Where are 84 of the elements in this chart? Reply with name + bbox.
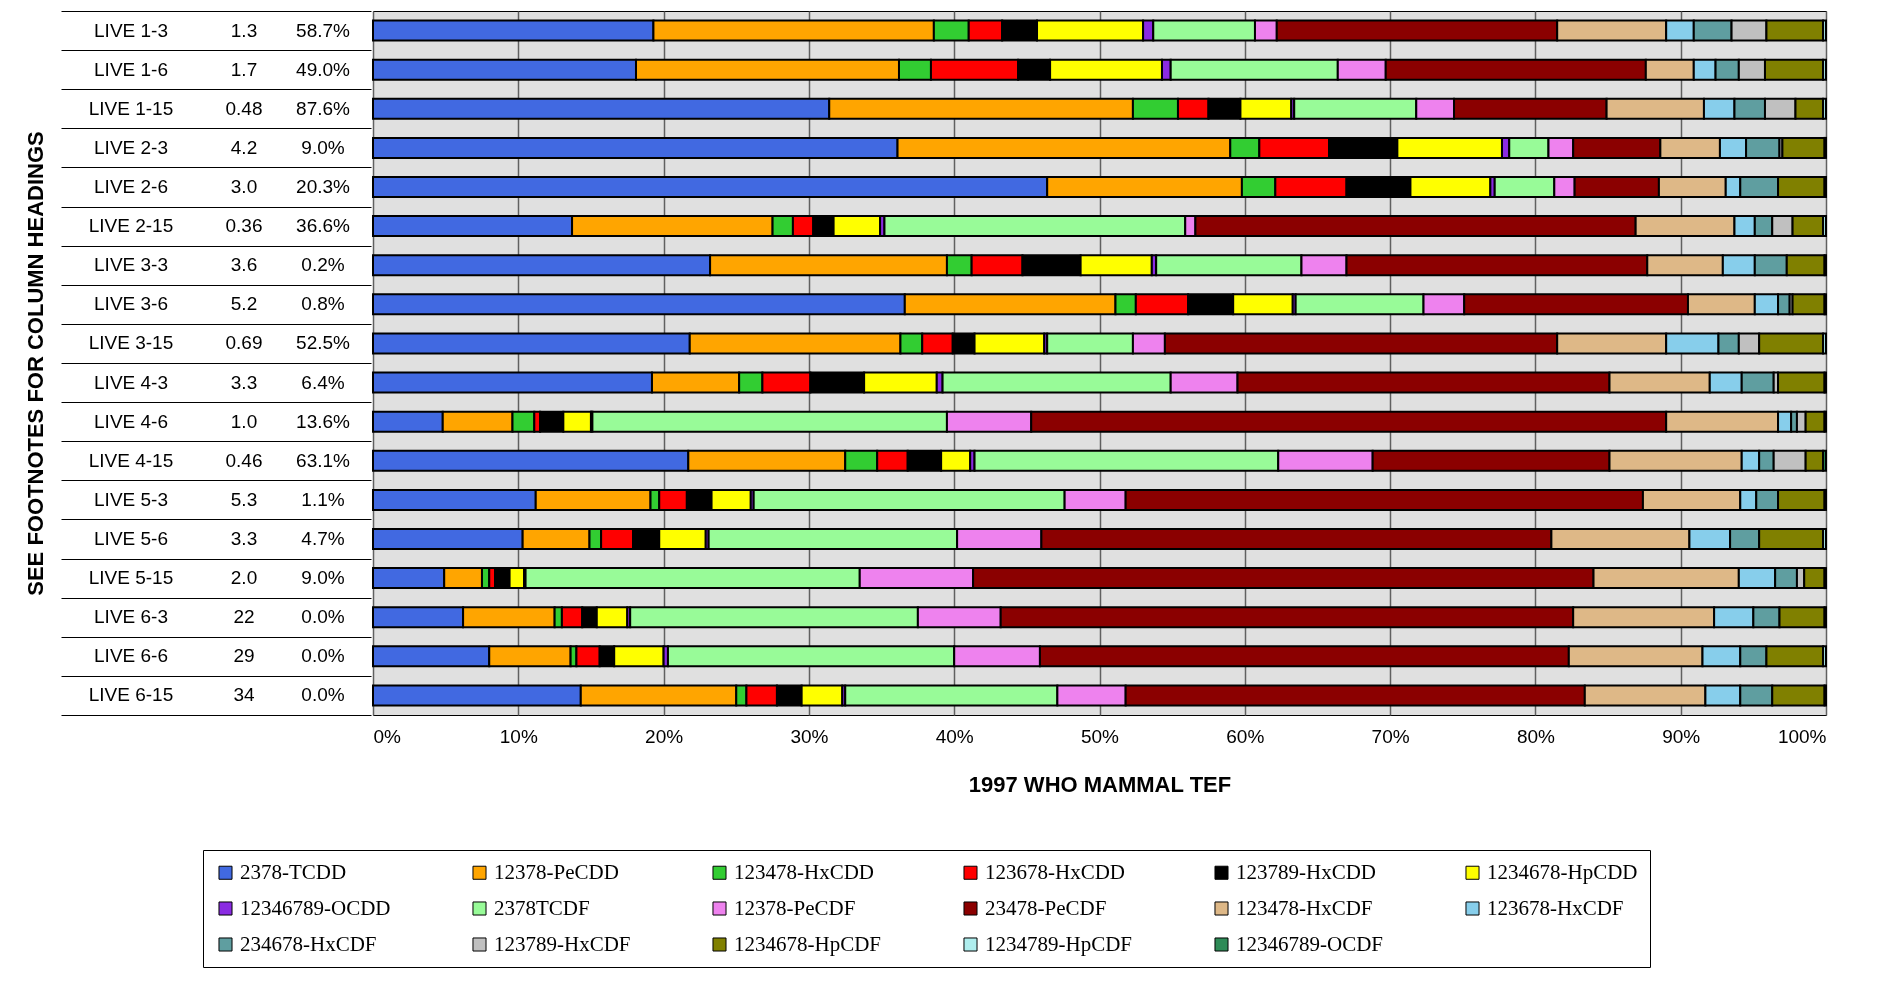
text: 0.48 <box>225 97 263 119</box>
y-tick-label: LIVE 5-15 <box>88 567 174 589</box>
text: 1.7 <box>230 58 258 80</box>
legend-label: 1234789-HpCDF <box>985 931 1133 956</box>
text: 20.3% <box>296 176 351 197</box>
y-tick-label: LIVE 5-3 <box>94 488 168 510</box>
text: 4.2 <box>230 136 258 158</box>
x-tick-label: 50% <box>1080 725 1120 747</box>
text: 3.6 <box>230 254 258 276</box>
y-tick-label: LIVE 4-15 <box>88 449 174 471</box>
text: 63.1% <box>296 449 351 471</box>
y-tick-label: LIVE 3-15 <box>88 332 174 354</box>
y-tick-label: LIVE 2-15 <box>88 215 174 237</box>
y-tick-label: LIVE 6-6 <box>94 645 168 667</box>
text: 0.2% <box>301 254 345 276</box>
text: 4.7% <box>301 528 345 549</box>
legend-label: 123478-HxCDF <box>1236 895 1373 920</box>
legend-label: 2378-TCDD <box>240 859 347 884</box>
x-tick-label: 40% <box>935 725 974 747</box>
y-tick-label: LIVE 1-15 <box>88 97 174 119</box>
text: 1.3 <box>230 19 258 41</box>
text: 5.2 <box>230 293 258 315</box>
text: 49.0% <box>296 58 351 80</box>
text: 1.1% <box>301 488 345 510</box>
legend-label: 123678-HxCDD <box>985 859 1125 884</box>
text: 9.0% <box>301 136 345 158</box>
x-tick-label: 60% <box>1226 725 1265 747</box>
text: 36.6% <box>296 215 351 237</box>
text: 6.4% <box>301 371 345 393</box>
text: 1.0 <box>230 410 258 432</box>
text: 0.0% <box>301 606 345 628</box>
text: 58.7% <box>296 19 351 41</box>
y-tick-label: LIVE 1-6 <box>94 58 168 80</box>
x-tick-label: 30% <box>790 725 829 747</box>
y-tick-label: LIVE 6-3 <box>94 606 168 628</box>
text: 34 <box>233 684 255 706</box>
text: 22 <box>233 606 255 628</box>
y-tick-label: LIVE 1-3 <box>94 19 168 41</box>
text: 0.8% <box>301 293 345 315</box>
text: 0.0% <box>301 645 345 667</box>
text: 2.0 <box>230 567 258 589</box>
x-tick-label: 80% <box>1516 725 1556 747</box>
legend-label: 12346789-OCDD <box>240 895 391 920</box>
x-tick-label: 90% <box>1662 725 1701 747</box>
y-tick-label: LIVE 2-6 <box>94 176 168 197</box>
x-tick-label: 70% <box>1371 725 1410 747</box>
y-tick-label: LIVE 3-3 <box>94 254 168 276</box>
legend-label: 12378-PeCDF <box>734 895 856 920</box>
text: 3.3 <box>230 528 258 549</box>
y-tick-label: LIVE 3-6 <box>94 293 168 315</box>
legend-label: 1234678-HpCDF <box>734 931 882 956</box>
legend-label: 12346789-OCDF <box>1236 931 1384 956</box>
text: 0.36 <box>225 215 263 237</box>
y-tick-label: LIVE 5-6 <box>94 528 168 549</box>
y-axis-title: SEE FOOTNOTES FOR COLUMN HEADINGS <box>22 131 48 596</box>
text: 52.5% <box>296 332 351 354</box>
x-tick-label: 20% <box>645 725 684 747</box>
text: 3.0 <box>230 176 258 197</box>
text: 13.6% <box>296 410 351 432</box>
legend-label: 2378TCDF <box>494 895 590 920</box>
text: 3.3 <box>230 371 258 393</box>
legend-label: 12378-PeCDD <box>494 859 619 884</box>
legend-label: 234678-HxCDF <box>240 931 377 956</box>
text: 29 <box>233 645 255 667</box>
text: 9.0% <box>301 567 345 589</box>
y-tick-label: LIVE 2-3 <box>94 136 168 158</box>
text: 0.69 <box>225 332 263 354</box>
text: 0.46 <box>225 449 263 471</box>
legend-label: 123478-HxCDD <box>734 859 874 884</box>
x-axis-title: 1997 WHO MAMMAL TEF <box>968 771 1232 797</box>
text: 5.3 <box>230 488 258 510</box>
text: 0.0% <box>301 684 345 706</box>
legend-label: 123789-HxCDF <box>494 931 631 956</box>
legend-label: 1234678-HpCDD <box>1487 859 1638 884</box>
legend-label: 123789-HxCDD <box>1236 859 1376 884</box>
text: 87.6% <box>296 97 351 119</box>
y-tick-label: LIVE 6-15 <box>88 684 174 706</box>
x-tick-label: 100% <box>1777 725 1827 747</box>
y-tick-label: LIVE 4-3 <box>94 371 168 393</box>
legend-label: 123678-HxCDF <box>1487 895 1624 920</box>
y-tick-label: LIVE 4-6 <box>94 410 168 432</box>
x-tick-label: 0% <box>373 725 402 747</box>
legend-label: 23478-PeCDF <box>985 895 1107 920</box>
x-tick-label: 10% <box>499 725 538 747</box>
